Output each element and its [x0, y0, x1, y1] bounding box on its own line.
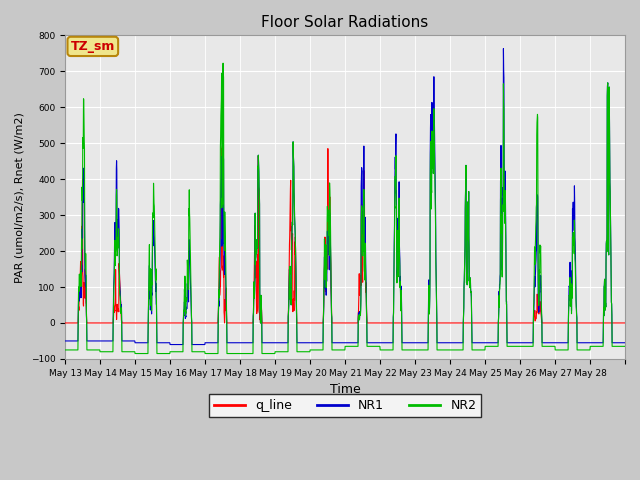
- NR2: [614, 344, 621, 349]
- NR1: [238, 340, 246, 346]
- NR1: [614, 340, 621, 346]
- Line: NR2: NR2: [65, 63, 625, 354]
- NR1: [546, 340, 554, 346]
- NR2: [131, 351, 139, 357]
- NR1: [117, 309, 125, 314]
- NR2: [220, 60, 227, 66]
- q_line: [61, 320, 69, 326]
- NR1: [514, 340, 522, 346]
- NR1: [500, 46, 508, 51]
- q_line: [117, 307, 125, 312]
- q_line: [514, 320, 522, 326]
- q_line: [613, 320, 621, 326]
- NR2: [61, 347, 69, 353]
- Line: q_line: q_line: [65, 146, 625, 323]
- q_line: [238, 320, 246, 326]
- Y-axis label: PAR (umol/m2/s), Rnet (W/m2): PAR (umol/m2/s), Rnet (W/m2): [15, 112, 25, 283]
- Line: NR1: NR1: [65, 48, 625, 345]
- Text: TZ_sm: TZ_sm: [70, 40, 115, 53]
- NR1: [166, 342, 174, 348]
- NR2: [239, 351, 246, 357]
- NR1: [61, 338, 69, 344]
- q_line: [218, 144, 226, 149]
- q_line: [545, 320, 553, 326]
- NR2: [380, 347, 387, 353]
- q_line: [621, 320, 629, 326]
- NR2: [117, 311, 125, 316]
- q_line: [379, 320, 387, 326]
- NR2: [514, 344, 522, 349]
- NR2: [621, 344, 629, 349]
- Legend: q_line, NR1, NR2: q_line, NR1, NR2: [209, 395, 481, 418]
- Title: Floor Solar Radiations: Floor Solar Radiations: [261, 15, 429, 30]
- NR1: [621, 340, 629, 346]
- X-axis label: Time: Time: [330, 383, 360, 396]
- NR2: [546, 344, 554, 349]
- NR1: [379, 340, 387, 346]
